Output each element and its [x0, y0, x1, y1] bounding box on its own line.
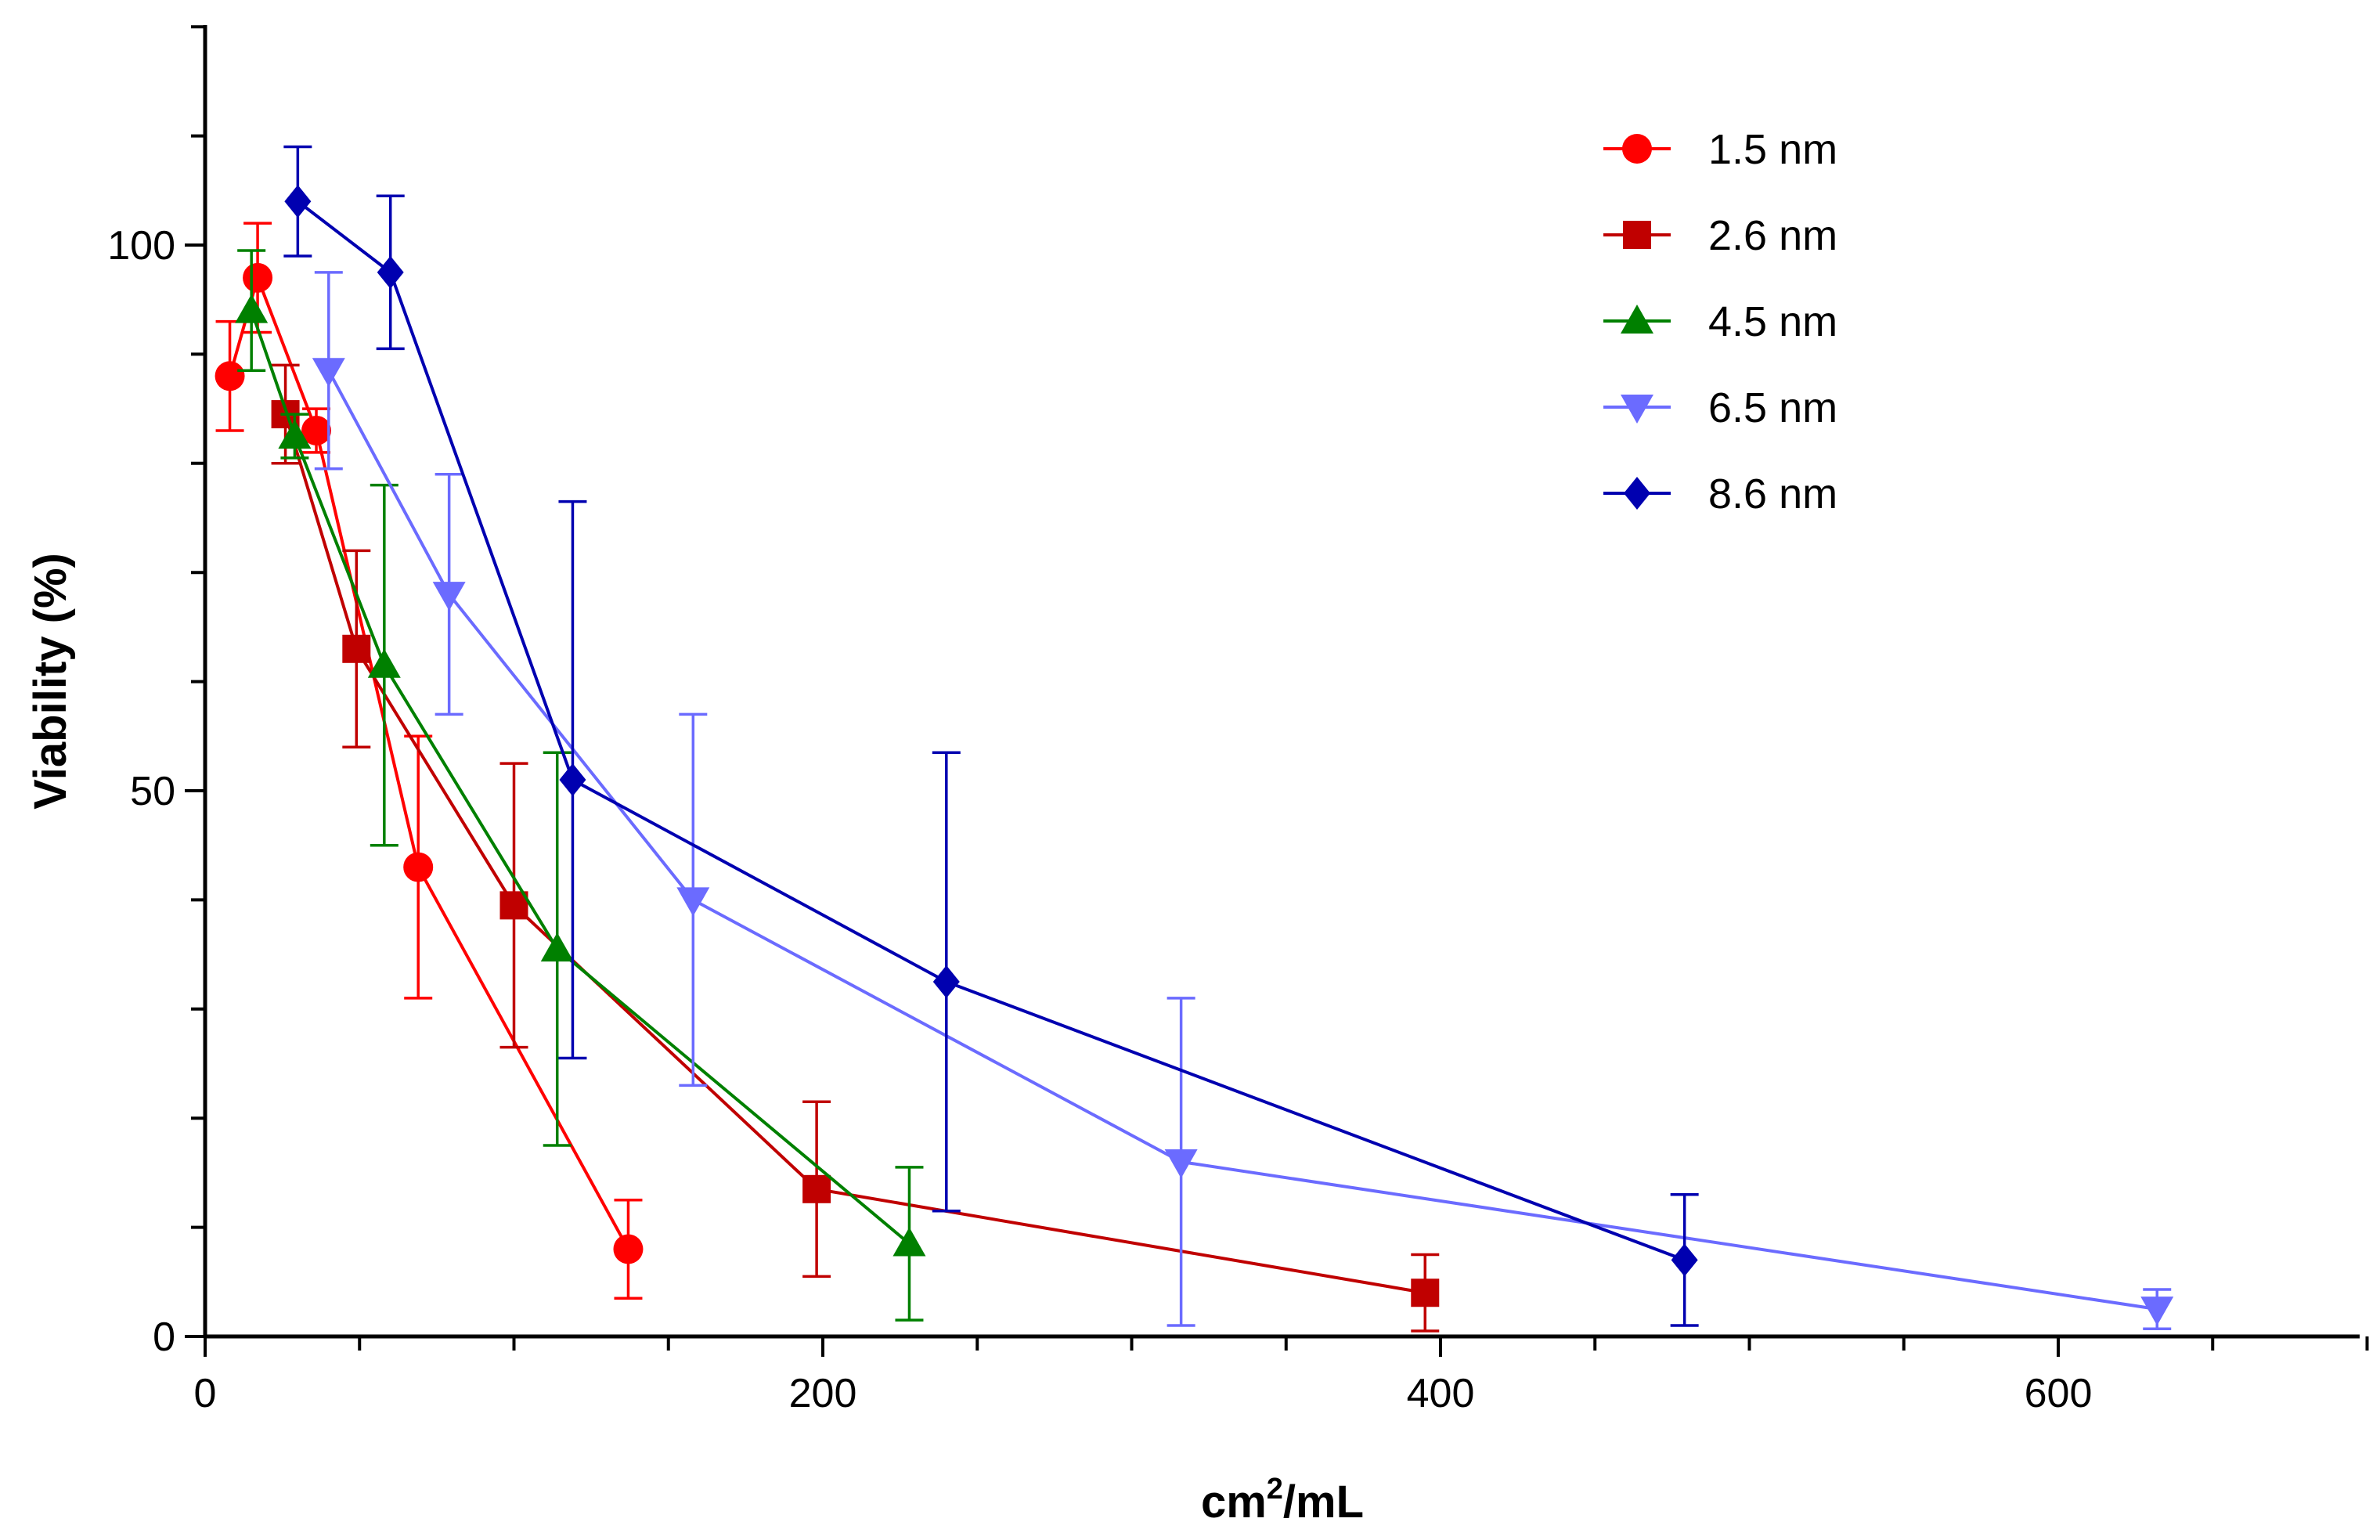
series-line [297, 200, 1686, 1262]
data-point [367, 648, 401, 678]
series-2_6-nm [271, 363, 1440, 1333]
data-point [559, 763, 586, 797]
axes [203, 25, 2360, 1339]
legend-label: 6.5 nm [1708, 384, 1837, 431]
legend-item: 2.6 nm [1603, 212, 1837, 259]
data-point [312, 358, 345, 388]
data-point [301, 415, 332, 445]
legend-item: 4.5 nm [1603, 298, 1837, 345]
data-point [802, 1174, 831, 1203]
data-point [892, 1227, 926, 1257]
legend-marker [1624, 477, 1650, 510]
data-point [2140, 1297, 2174, 1326]
x-tick-label: 400 [1407, 1371, 1475, 1416]
data-point [342, 634, 371, 663]
data-point [932, 965, 960, 998]
x-axis-title-tail: /mL [1283, 1477, 1364, 1527]
legend-marker [1621, 305, 1653, 334]
series-layer [215, 145, 2174, 1333]
data-point [432, 582, 466, 611]
data-point [243, 262, 273, 293]
data-point [1411, 1279, 1440, 1307]
x-tick-label: 0 [194, 1371, 217, 1416]
data-point [284, 185, 312, 218]
data-point [1671, 1243, 1698, 1277]
legend-item: 8.6 nm [1603, 471, 1837, 518]
series-6_5-nm [312, 271, 2174, 1330]
y-tick-label: 0 [153, 1315, 175, 1360]
y-tick-label: 100 [107, 223, 175, 269]
legend-label: 1.5 nm [1708, 126, 1837, 173]
data-point [278, 419, 312, 449]
y-axis-title: Viability (%) [25, 553, 76, 810]
x-axis-title-sup: 2 [1267, 1473, 1283, 1506]
x-tick-label: 600 [2025, 1371, 2093, 1416]
data-point [676, 887, 710, 917]
data-point [403, 852, 434, 882]
legend-marker [1622, 134, 1652, 164]
ticks: 0 200 400 600 0 50 100 [107, 25, 2369, 1416]
legend-label: 2.6 nm [1708, 212, 1837, 259]
legend: 1.5 nm 2.6 nm 4.5 nm 6.5 nm 8.6 nm [1603, 126, 1837, 518]
x-tick-label: 200 [789, 1371, 857, 1416]
legend-label: 4.5 nm [1708, 298, 1837, 345]
data-point [377, 255, 404, 289]
legend-item: 1.5 nm [1603, 126, 1837, 173]
series-4_5-nm [235, 249, 926, 1322]
series-line [283, 413, 1426, 1295]
data-point [540, 932, 574, 962]
data-point [215, 361, 245, 391]
legend-item: 6.5 nm [1603, 384, 1837, 431]
series-8_6-nm [283, 145, 1699, 1327]
data-point [613, 1234, 644, 1264]
data-point [1164, 1149, 1198, 1178]
legend-label: 8.6 nm [1708, 471, 1837, 518]
x-axis-title-base: cm [1201, 1477, 1267, 1527]
legend-marker [1623, 221, 1651, 249]
data-point [235, 294, 269, 323]
legend-marker [1621, 395, 1653, 424]
y-tick-label: 50 [130, 769, 175, 814]
x-axis-title: cm2/mL [1201, 1473, 1364, 1527]
series-line [327, 370, 2158, 1311]
